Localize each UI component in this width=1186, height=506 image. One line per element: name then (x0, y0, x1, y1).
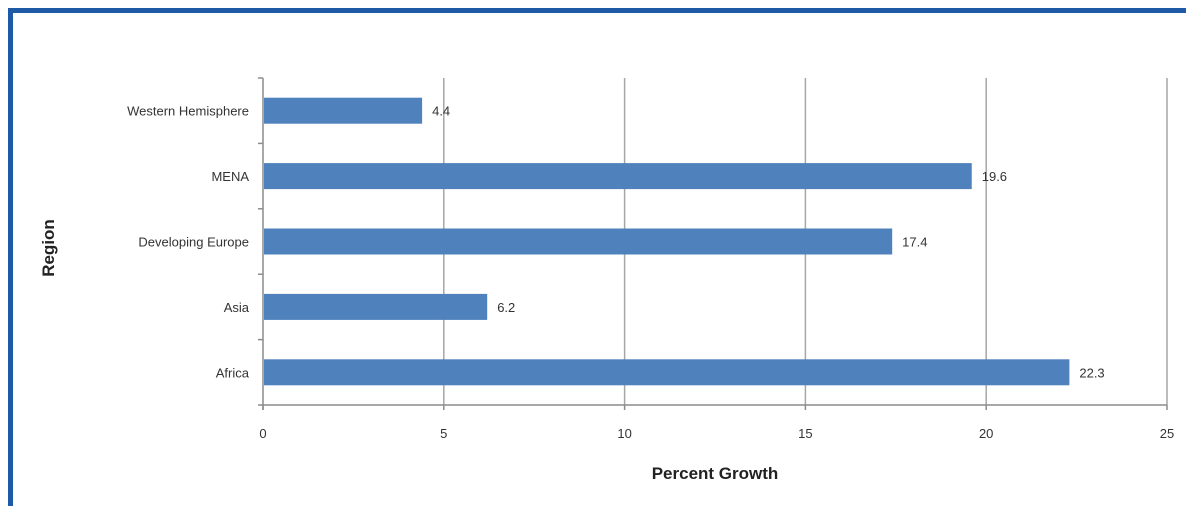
data-label: 19.6 (982, 169, 1007, 184)
x-tick-label: 15 (798, 426, 812, 441)
bars (264, 97, 1070, 386)
y-tick-label: Africa (216, 365, 250, 380)
bar (264, 163, 972, 190)
data-label: 4.4 (432, 104, 450, 119)
bar (264, 228, 893, 255)
x-axis: 0 5 10 15 20 25 (259, 404, 1174, 441)
data-labels: 4.4 19.6 17.4 6.2 22.3 (432, 104, 1105, 381)
data-label: 6.2 (497, 300, 515, 315)
x-tick-label: 20 (979, 426, 993, 441)
data-label: 22.3 (1079, 365, 1104, 380)
bar (264, 97, 423, 124)
y-axis-title: Region (39, 219, 58, 277)
y-tick-label: Western Hemisphere (127, 104, 249, 119)
data-label: 17.4 (902, 235, 927, 250)
bar (264, 293, 488, 320)
y-tick-label: Developing Europe (138, 235, 249, 250)
x-tick-label: 0 (259, 426, 266, 441)
x-tick-label: 25 (1160, 426, 1174, 441)
x-axis-title: Percent Growth (652, 464, 779, 483)
y-tick-label: Asia (224, 300, 250, 315)
bar (264, 359, 1070, 386)
y-tick-label: MENA (211, 169, 249, 184)
chart-frame (8, 8, 1186, 506)
x-tick-label: 10 (617, 426, 631, 441)
y-axis: Western Hemisphere MENA Developing Europe A… (127, 77, 264, 410)
x-tick-label: 5 (440, 426, 447, 441)
